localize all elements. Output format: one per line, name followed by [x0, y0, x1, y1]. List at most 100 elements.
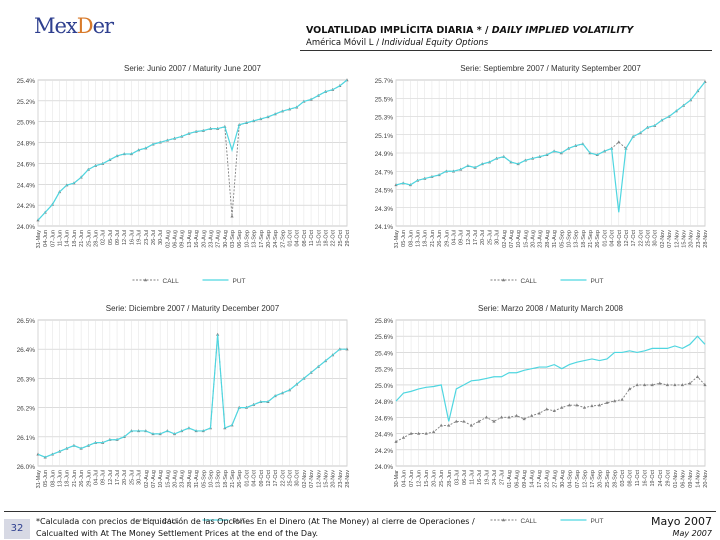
call-point — [695, 374, 700, 378]
x-tick-label: 04-Jun — [402, 470, 408, 487]
x-tick-label: 10-Sep — [566, 230, 572, 248]
x-tick-label: 18-Oct — [323, 230, 329, 247]
footer-divider — [4, 511, 716, 512]
x-tick-label: 10-Aug — [516, 230, 522, 248]
x-tick-label: 26-Jun — [437, 230, 443, 247]
x-tick-label: 02-Jul — [101, 230, 107, 245]
x-tick-label: 26-Jun — [79, 470, 85, 487]
x-tick-label: 31-Aug — [194, 470, 200, 488]
x-tick-label: 08-Oct — [628, 470, 634, 487]
x-tick-label: 27-Jul — [500, 470, 506, 485]
y-tick-label: 24.6% — [17, 161, 36, 168]
y-tick-label: 25.3% — [375, 115, 394, 122]
x-tick-label: 10-Aug — [158, 470, 164, 488]
date-es: Mayo 2007 — [651, 515, 712, 528]
x-tick-label: 17-Aug — [537, 470, 543, 488]
y-tick-label: 25.7% — [375, 78, 394, 85]
x-tick-label: 07-Jun — [50, 230, 56, 247]
page-subtitle: América Móvil L / Individual Equity Opti… — [306, 38, 488, 48]
legend-marker-call — [501, 518, 506, 522]
x-tick-label: 12-Jul — [108, 470, 114, 485]
x-tick-label: 09-Aug — [522, 470, 528, 488]
y-tick-label: 24.1% — [375, 224, 394, 231]
x-tick-label: 25-Sep — [605, 470, 611, 488]
date-en: May 2007 — [672, 529, 712, 538]
x-tick-label: 29-Oct — [665, 470, 671, 487]
x-tick-label: 30-Oct — [653, 230, 659, 247]
legend-label-call: CALL — [163, 518, 180, 525]
x-tick-label: 29-Jun — [444, 230, 450, 247]
x-tick-label: 07-Nov — [309, 470, 315, 488]
x-tick-label: 21-Sep — [588, 230, 594, 248]
x-tick-label: 19-Jul — [137, 230, 143, 245]
legend-label-put: PUT — [233, 518, 246, 525]
chart-title: Serie: Diciembre 2007 / Maturity Decembe… — [106, 304, 280, 313]
x-tick-label: 11-Jun — [58, 230, 64, 246]
x-tick-label: 06-Aug — [515, 470, 521, 488]
call-point — [650, 383, 654, 387]
chart-title: Serie: Junio 2007 / Maturity June 2007 — [124, 64, 262, 73]
x-tick-label: 17-Jul — [473, 230, 479, 245]
call-point — [590, 404, 594, 408]
x-tick-label: 31-May — [394, 230, 400, 249]
x-tick-label: 01-Oct — [244, 470, 250, 487]
x-tick-label: 01-Oct — [288, 230, 294, 247]
x-tick-label: 18-Sep — [581, 230, 587, 248]
x-tick-label: 13-Sep — [574, 230, 580, 248]
call-point — [703, 383, 707, 387]
y-tick-label: 24.6% — [375, 415, 394, 422]
x-tick-label: 12-Jun — [417, 470, 423, 487]
x-tick-label: 20-Nov — [703, 470, 709, 488]
x-tick-label: 21-Jun — [72, 470, 78, 487]
page-subtitle-es: América Móvil L / — [306, 38, 382, 48]
x-tick-label: 06-Nov — [680, 470, 686, 488]
x-tick-label: 21-Jun — [430, 230, 436, 247]
x-tick-label: 12-Sep — [582, 470, 588, 488]
x-tick-label: 16-Oct — [643, 470, 649, 487]
chart-svg: Serie: Junio 2007 / Maturity June 2007 24… — [17, 64, 351, 285]
chart-svg: Serie: Diciembre 2007 / Maturity Decembe… — [17, 304, 351, 525]
x-tick-label: 07-Sep — [575, 470, 581, 488]
y-tick-label: 26.1% — [17, 435, 36, 442]
y-tick-label: 25.4% — [375, 350, 394, 357]
x-tick-label: 30-Oct — [295, 470, 301, 487]
x-tick-label: 29-Oct — [345, 230, 351, 247]
call-point — [484, 415, 489, 419]
legend-marker-call — [143, 518, 148, 522]
call-point — [447, 423, 451, 427]
call-point — [439, 423, 443, 427]
x-tick-label: 03-Jul — [454, 470, 460, 485]
x-tick-label: 09-Oct — [259, 470, 265, 487]
x-tick-label: 24-Oct — [658, 470, 664, 487]
x-tick-label: 13-Jun — [416, 230, 422, 247]
y-tick-label: 24.2% — [17, 203, 36, 210]
x-tick-label: 27-Aug — [216, 230, 222, 248]
x-tick-label: 18-Jun — [423, 230, 429, 247]
x-tick-label: 05-Sep — [201, 470, 207, 488]
x-tick-label: 11-Jul — [469, 470, 475, 485]
y-tick-label: 26.3% — [17, 376, 36, 383]
x-tick-label: 01-Oct — [602, 230, 608, 247]
y-tick-label: 24.0% — [375, 464, 394, 471]
call-point — [432, 430, 436, 434]
footnote-line-1: *Calculada con precios de Liquidación de… — [36, 517, 475, 526]
plot-area — [37, 79, 348, 227]
series-line-call — [37, 334, 347, 458]
call-point — [454, 419, 458, 423]
legend-label-put: PUT — [591, 278, 604, 285]
x-tick-label: 24-Jul — [492, 470, 498, 485]
call-point — [477, 419, 481, 423]
x-tick-label: 14-Jun — [65, 230, 71, 247]
x-tick-label: 12-Nov — [316, 470, 322, 488]
x-tick-label: 05-Jun — [401, 230, 407, 247]
x-tick-label: 25-Jul — [129, 470, 135, 485]
call-point — [417, 431, 421, 435]
legend-label-call: CALL — [521, 518, 538, 525]
x-tick-label: 07-Nov — [667, 230, 673, 248]
page-subtitle-en: Individual Equity Options — [381, 38, 489, 48]
call-point — [401, 435, 406, 439]
x-tick-label: 28-Jun — [93, 230, 99, 247]
y-tick-label: 24.4% — [375, 432, 394, 439]
x-tick-label: 25-Jul — [487, 230, 493, 245]
x-tick-label: 14-Nov — [695, 470, 701, 488]
